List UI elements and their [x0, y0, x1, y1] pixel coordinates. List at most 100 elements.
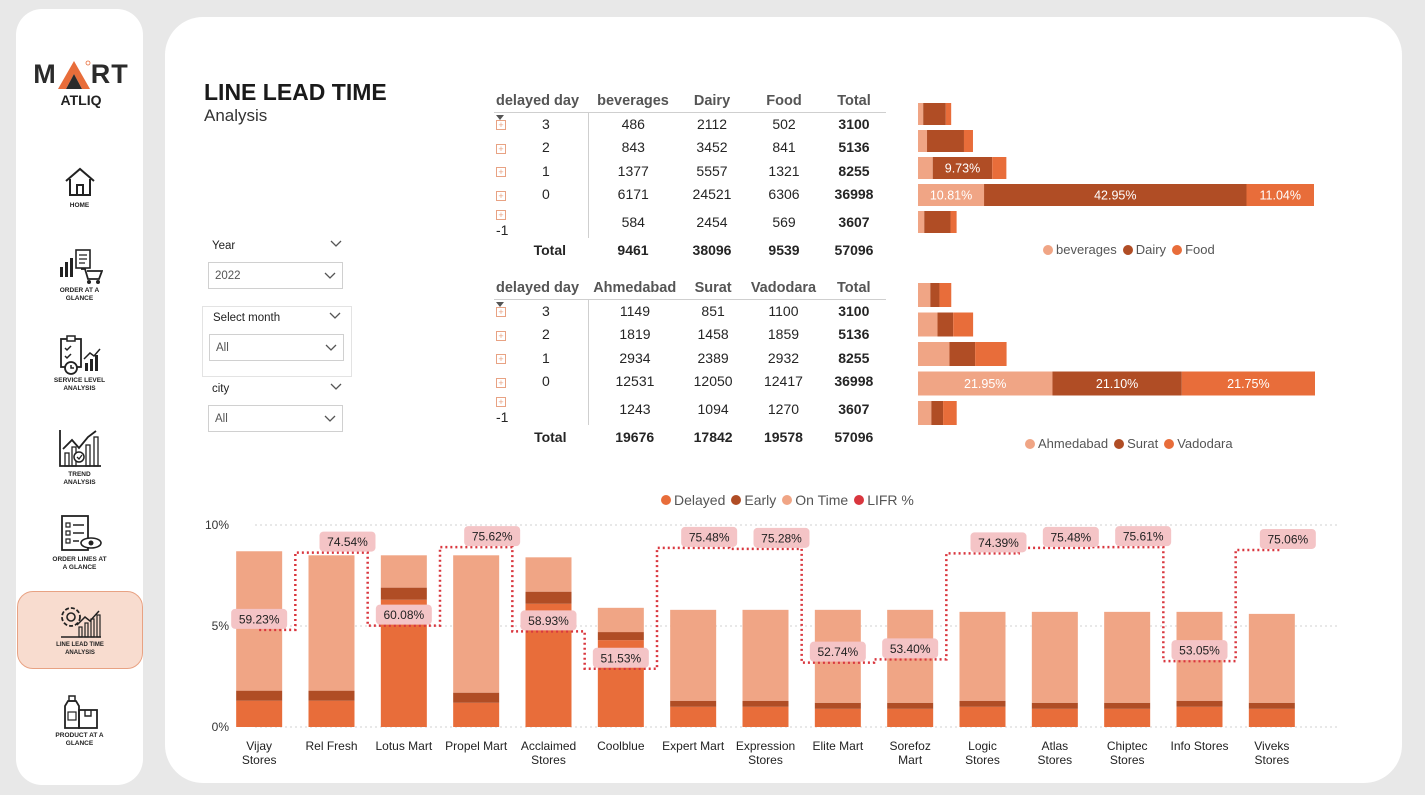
- bar-segment[interactable]: [975, 342, 1007, 366]
- bar-segment[interactable]: [887, 702, 934, 709]
- bar-segment[interactable]: [453, 692, 500, 703]
- expand-icon[interactable]: +: [496, 330, 506, 341]
- bar-segment[interactable]: [1031, 708, 1078, 727]
- bar-segment[interactable]: [308, 700, 355, 727]
- bar-segment[interactable]: [943, 401, 957, 425]
- bar-segment[interactable]: [380, 555, 427, 588]
- expand-icon[interactable]: +: [496, 143, 506, 154]
- bar-segment[interactable]: [918, 371, 1053, 396]
- expand-icon[interactable]: +: [496, 377, 506, 388]
- legend-item[interactable]: Vadodara: [1164, 436, 1233, 451]
- expand-icon[interactable]: +: [496, 397, 506, 408]
- col-delayed-day[interactable]: delayed day: [494, 88, 588, 120]
- bar-segment[interactable]: [931, 401, 944, 425]
- bar-segment[interactable]: [918, 283, 931, 307]
- nav-service-level[interactable]: SERVICE LEVEL ANALYSIS: [16, 335, 143, 393]
- bar-segment[interactable]: [992, 157, 1007, 179]
- bar-segment[interactable]: [236, 690, 283, 701]
- bar-segment[interactable]: [918, 342, 950, 366]
- bar-segment[interactable]: [918, 211, 925, 233]
- legend-item[interactable]: Surat: [1114, 436, 1158, 451]
- bar-segment[interactable]: [742, 609, 789, 701]
- bar-segment[interactable]: [670, 609, 717, 701]
- legend-item[interactable]: Early: [731, 492, 776, 508]
- bar-segment[interactable]: [918, 157, 933, 179]
- bar-segment[interactable]: [1104, 611, 1151, 703]
- expand-icon[interactable]: +: [496, 167, 506, 178]
- bar-segment[interactable]: [1052, 371, 1182, 396]
- bar-segment[interactable]: [887, 708, 934, 727]
- nav-product[interactable]: PRODUCT AT A GLANCE: [16, 694, 143, 748]
- bar-segment[interactable]: [814, 708, 861, 727]
- bar-segment[interactable]: [308, 690, 355, 701]
- bar-segment[interactable]: [923, 103, 946, 125]
- legend-item[interactable]: Delayed: [661, 492, 725, 508]
- city-dropdown[interactable]: All: [208, 405, 343, 432]
- bar-segment[interactable]: [814, 702, 861, 709]
- legend-item[interactable]: Ahmedabad: [1025, 436, 1108, 451]
- bar-segment[interactable]: [1248, 708, 1295, 727]
- bar-segment[interactable]: [939, 283, 952, 307]
- bar-segment[interactable]: [963, 130, 973, 152]
- bar-segment[interactable]: [1176, 706, 1223, 727]
- bar-segment[interactable]: [949, 342, 976, 366]
- bar-segment[interactable]: [670, 700, 717, 707]
- bar-segment[interactable]: [1248, 613, 1295, 703]
- legend-item[interactable]: Dairy: [1122, 242, 1166, 257]
- bar-segment[interactable]: [236, 700, 283, 727]
- chevron-down-icon[interactable]: [330, 383, 342, 391]
- bar-segment[interactable]: [453, 702, 500, 727]
- bar-segment[interactable]: [918, 103, 924, 125]
- nav-order-lines[interactable]: ORDER LINES AT A GLANCE: [16, 514, 143, 572]
- bar-segment[interactable]: [742, 706, 789, 727]
- month-dropdown[interactable]: All: [209, 334, 344, 361]
- bar-segment[interactable]: [959, 706, 1006, 727]
- year-dropdown[interactable]: 2022: [208, 262, 343, 289]
- expand-icon[interactable]: +: [496, 354, 506, 365]
- bar-segment[interactable]: [597, 632, 644, 641]
- bar-segment[interactable]: [927, 130, 964, 152]
- bar-segment[interactable]: [932, 157, 993, 179]
- bar-segment[interactable]: [1176, 700, 1223, 707]
- bar-segment[interactable]: [742, 700, 789, 707]
- legend-item[interactable]: beverages: [1043, 242, 1117, 257]
- bar-segment[interactable]: [525, 557, 572, 592]
- lifr-line[interactable]: [259, 545, 1282, 671]
- bar-segment[interactable]: [1248, 702, 1295, 709]
- nav-line-lead-time[interactable]: LINE LEAD TIME ANALYSIS: [17, 591, 143, 669]
- bar-segment[interactable]: [670, 706, 717, 727]
- bar-segment[interactable]: [1181, 371, 1315, 396]
- legend-item[interactable]: LIFR %: [854, 492, 914, 508]
- bar-segment[interactable]: [918, 130, 928, 152]
- bar-segment[interactable]: [930, 283, 940, 307]
- nav-trend[interactable]: TREND ANALYSIS: [16, 427, 143, 487]
- col-delayed-day[interactable]: delayed day: [494, 275, 589, 307]
- bar-segment[interactable]: [1031, 611, 1078, 703]
- bar-segment[interactable]: [1104, 702, 1151, 709]
- chevron-down-icon[interactable]: [330, 240, 342, 248]
- expand-icon[interactable]: +: [496, 210, 506, 221]
- bar-segment[interactable]: [1246, 184, 1314, 206]
- bar-segment[interactable]: [918, 184, 985, 206]
- bar-segment[interactable]: [1104, 708, 1151, 727]
- bar-segment[interactable]: [453, 555, 500, 693]
- bar-segment[interactable]: [984, 184, 1247, 206]
- bar-segment[interactable]: [525, 591, 572, 604]
- chevron-down-icon[interactable]: [329, 312, 341, 320]
- expand-icon[interactable]: +: [496, 120, 506, 131]
- bar-segment[interactable]: [959, 611, 1006, 701]
- bar-segment[interactable]: [945, 103, 952, 125]
- bar-segment[interactable]: [1031, 702, 1078, 709]
- expand-icon[interactable]: +: [496, 307, 506, 318]
- bar-segment[interactable]: [950, 211, 957, 233]
- bar-segment[interactable]: [918, 401, 932, 425]
- legend-item[interactable]: Food: [1172, 242, 1215, 257]
- bar-segment[interactable]: [937, 312, 954, 337]
- bar-segment[interactable]: [597, 607, 644, 633]
- legend-item[interactable]: On Time: [782, 492, 848, 508]
- bar-segment[interactable]: [959, 700, 1006, 707]
- bar-segment[interactable]: [953, 312, 974, 337]
- expand-icon[interactable]: +: [496, 190, 506, 201]
- bar-segment[interactable]: [380, 587, 427, 600]
- nav-home[interactable]: HOME: [16, 164, 143, 210]
